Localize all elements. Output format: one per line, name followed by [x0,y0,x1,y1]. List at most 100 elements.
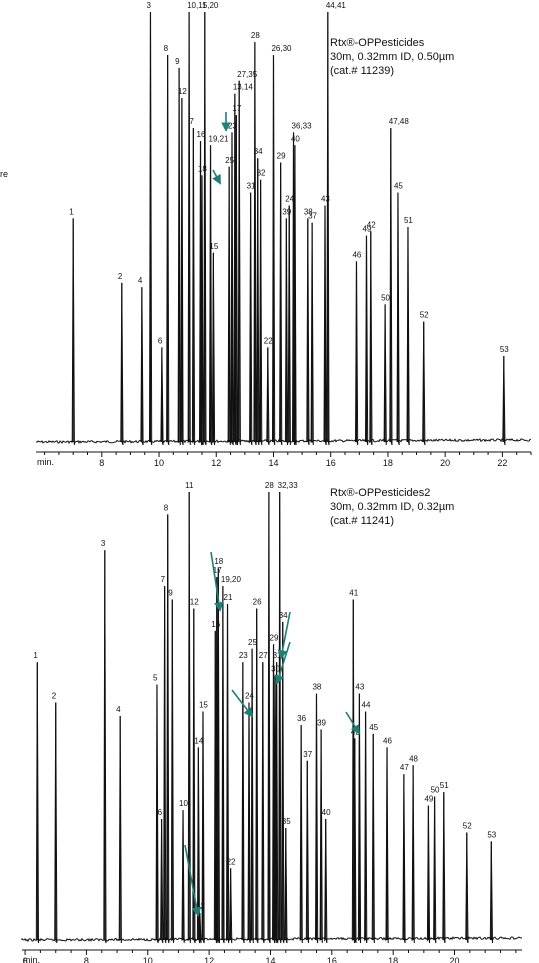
peak-label: 43 [355,683,364,692]
peak-label: 8 [164,503,169,512]
x-tick-label: 10 [143,956,153,963]
catalog-number-top: (cat.# 11239) [330,65,394,77]
x-tick-label: 12 [211,458,221,468]
x-tick-label: 18 [388,956,398,963]
peak-label: 12 [178,87,187,96]
peak-label: 16 [197,130,206,139]
axis-unit-label: min. [23,955,40,963]
peak-label: 38 [304,207,313,216]
annotation-arrow [231,689,254,718]
chromatogram-bottom: 12345678910111214131516171819,2021222324… [21,481,523,963]
peak-label: 41 [349,589,358,598]
peak-label: 32 [257,169,266,178]
peak-label: 11 [185,481,194,490]
column-spec-bottom: 30m, 0.32mm ID, 0.32µm [330,501,454,513]
chromatogram-trace [35,11,532,446]
peak-label: 42 [367,220,376,229]
peak-label: 17 [232,104,241,113]
peak-label: 25 [225,156,234,165]
annotation-arrow [277,611,291,660]
peak-label: 15 [209,242,218,251]
peak-label: 30 [271,665,280,674]
peak-label: 22 [264,336,273,345]
peak-label: 52 [420,311,429,320]
x-tick-label: 20 [440,458,450,468]
chromatogram-top: 12 436891210,11716185,2019,2115252313,141… [0,1,532,468]
peak-label: 49 [362,225,371,234]
peak-label: 38 [312,683,321,692]
peak-label: 26 [253,597,262,606]
peak-label: 36 [297,714,306,723]
peak-label: 21 [224,593,233,602]
peak-label: 37 [308,212,317,221]
peak-label: 27,35 [237,70,258,79]
peak-label: 1 [69,207,74,216]
peak-label: 24 [285,195,294,204]
x-tick-label: 18 [383,458,393,468]
peak-label: 29 [270,633,279,642]
annotation-arrow [210,551,224,612]
peak-label: 28 [251,31,260,40]
peak-label: 51 [404,216,413,225]
peak-label: 18 [214,557,223,566]
catalog-number-bottom: (cat.# 11241) [330,515,394,527]
peak-label: 5 [153,674,158,683]
annotation-arrow [274,641,291,685]
peak-label: 49 [424,795,433,804]
peak-label: 44,41 [326,1,347,10]
peak-label: 17 [213,566,222,575]
peak-label: 31 [273,651,282,660]
peak-label: 37 [303,750,312,759]
peak-label: 19,21 [209,134,230,143]
peak-label: 24 [245,692,254,701]
peak-label: 10 [179,799,188,808]
peak-label: 4 [116,705,121,714]
peak-label: 39 [317,718,326,727]
peak-label: 5,20 [203,1,219,10]
peak-label: 1 [33,651,38,660]
x-tick-label: 10 [154,458,164,468]
peak-label: 47 [400,763,409,772]
peak-label: 26,30 [271,44,292,53]
peak-label: 52 [463,821,472,830]
peak-label: 25 [248,638,257,647]
peak-label: 35 [282,817,291,826]
peak-label: 53 [487,830,496,839]
x-tick-label: 16 [326,458,336,468]
peak-label: 18 [198,164,207,173]
peak-label: 39 [282,207,291,216]
peak-label: 27 [259,651,268,660]
x-tick-label: 12 [204,956,214,963]
peak-label: 45 [369,723,378,732]
x-tick-label: 20 [450,956,460,963]
annotation-arrow [184,844,202,917]
x-tick-label: 6 [23,956,28,963]
column-name-bottom: Rtx®-OPPesticides2 [330,487,430,499]
axis-unit-label: min. [37,457,54,467]
peak-label: 7 [161,575,166,584]
peak-label: 3 [101,539,106,548]
peak-label: 22 [227,857,236,866]
peak-label: 40 [291,134,300,143]
peak-label: 43 [321,195,330,204]
edge-text: re [0,169,8,179]
peak-label: 46 [383,736,392,745]
peak-label: 12 [190,597,199,606]
peak-label: 4 [138,276,143,285]
annotation-arrow [212,169,221,185]
peak-label: 32,33 [278,481,299,490]
peak-label: 51 [440,781,449,790]
peak-label: 44 [362,701,371,710]
peak-label: 50 [381,293,390,302]
peak-label: 10,11 [187,1,207,10]
chromatogram-trace [21,491,523,944]
peak-label: 2 [52,692,57,701]
peak-label: 48 [409,754,418,763]
peak-label: 50 [431,786,440,795]
peak-label: 23 [228,121,237,130]
peak-label: 47,48 [389,117,410,126]
peak-label: 28 [265,481,274,490]
annotation-arrow [345,711,361,735]
peak-label: 29 [277,152,286,161]
